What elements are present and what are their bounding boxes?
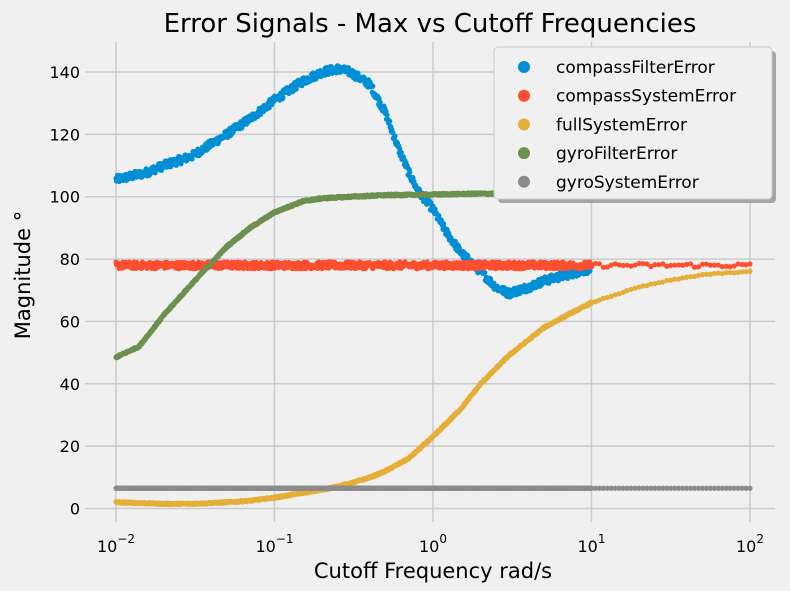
data-point xyxy=(456,245,463,252)
data-point xyxy=(612,261,618,267)
data-point xyxy=(596,261,603,267)
data-point xyxy=(648,263,654,270)
series-layer xyxy=(113,63,753,508)
series-compassFilterError xyxy=(113,63,595,300)
data-point xyxy=(592,260,599,267)
y-tick-label: 140 xyxy=(49,63,80,82)
data-point xyxy=(660,261,666,267)
series-fullSystemError xyxy=(113,268,753,508)
y-axis-label: Magnitude ° xyxy=(11,211,35,339)
data-point xyxy=(731,263,737,269)
data-point xyxy=(747,261,753,267)
y-tick-label: 60 xyxy=(60,312,80,331)
y-tick-label: 20 xyxy=(60,437,80,456)
series-gyroSystemError xyxy=(113,485,753,491)
data-point xyxy=(723,263,729,269)
data-point xyxy=(652,262,658,268)
data-point xyxy=(376,95,382,102)
y-tick-label: 100 xyxy=(49,188,80,207)
data-point xyxy=(384,112,390,118)
data-point xyxy=(398,150,404,156)
y-tick-label: 40 xyxy=(60,375,80,394)
legend-entry: gyroFilterError xyxy=(556,144,677,164)
data-point xyxy=(695,264,702,270)
legend-marker xyxy=(518,61,530,73)
data-point xyxy=(747,268,753,274)
data-point xyxy=(715,262,721,268)
data-point xyxy=(664,263,670,269)
y-tick-label: 80 xyxy=(60,250,80,269)
x-axis-label: Cutoff Frequency rad/s xyxy=(314,559,552,583)
data-point xyxy=(735,261,741,267)
data-point xyxy=(628,263,634,269)
legend-marker xyxy=(518,118,530,131)
data-point xyxy=(680,262,686,268)
chart-title: Error Signals - Max vs Cutoff Frequencie… xyxy=(164,9,697,39)
data-point xyxy=(727,264,733,270)
data-point xyxy=(644,261,650,267)
data-point xyxy=(687,261,694,267)
data-point xyxy=(676,262,682,268)
data-point xyxy=(482,269,488,276)
data-point xyxy=(608,262,614,268)
data-point xyxy=(370,83,376,89)
data-point xyxy=(707,262,713,268)
y-tick-label: 0 xyxy=(70,500,80,519)
data-point xyxy=(616,262,622,268)
data-point xyxy=(392,133,398,139)
y-tick-label: 120 xyxy=(49,125,80,144)
data-point xyxy=(640,261,646,267)
data-point xyxy=(355,70,361,76)
legend-marker xyxy=(518,89,530,102)
data-point xyxy=(691,264,698,270)
legend-marker xyxy=(518,175,530,188)
data-point xyxy=(587,268,593,274)
legend-marker xyxy=(518,147,530,160)
data-point xyxy=(465,253,471,259)
data-point xyxy=(699,261,706,267)
data-point xyxy=(656,262,662,268)
data-point xyxy=(739,261,745,268)
legend-entry: compassFilterError xyxy=(556,58,715,78)
data-point xyxy=(604,264,610,270)
data-point xyxy=(620,262,626,269)
data-point xyxy=(711,262,717,268)
data-point xyxy=(466,259,473,265)
data-point xyxy=(684,261,690,267)
data-point xyxy=(719,264,725,270)
data-point xyxy=(280,95,286,101)
legend-entry: fullSystemError xyxy=(556,115,687,135)
data-point xyxy=(624,262,630,268)
data-point xyxy=(588,264,595,270)
data-point xyxy=(387,118,393,124)
data-point xyxy=(668,262,674,269)
data-point xyxy=(672,262,678,268)
legend-entry: gyroSystemError xyxy=(556,173,699,193)
data-point xyxy=(636,260,642,267)
legend-entry: compassSystemError xyxy=(556,87,736,107)
legend: compassFilterError compassSystemError full… xyxy=(493,46,776,203)
data-point xyxy=(743,262,749,268)
data-point xyxy=(600,264,606,270)
data-point xyxy=(703,261,710,267)
data-point xyxy=(632,262,638,268)
data-point xyxy=(407,169,413,175)
data-point xyxy=(747,485,753,491)
